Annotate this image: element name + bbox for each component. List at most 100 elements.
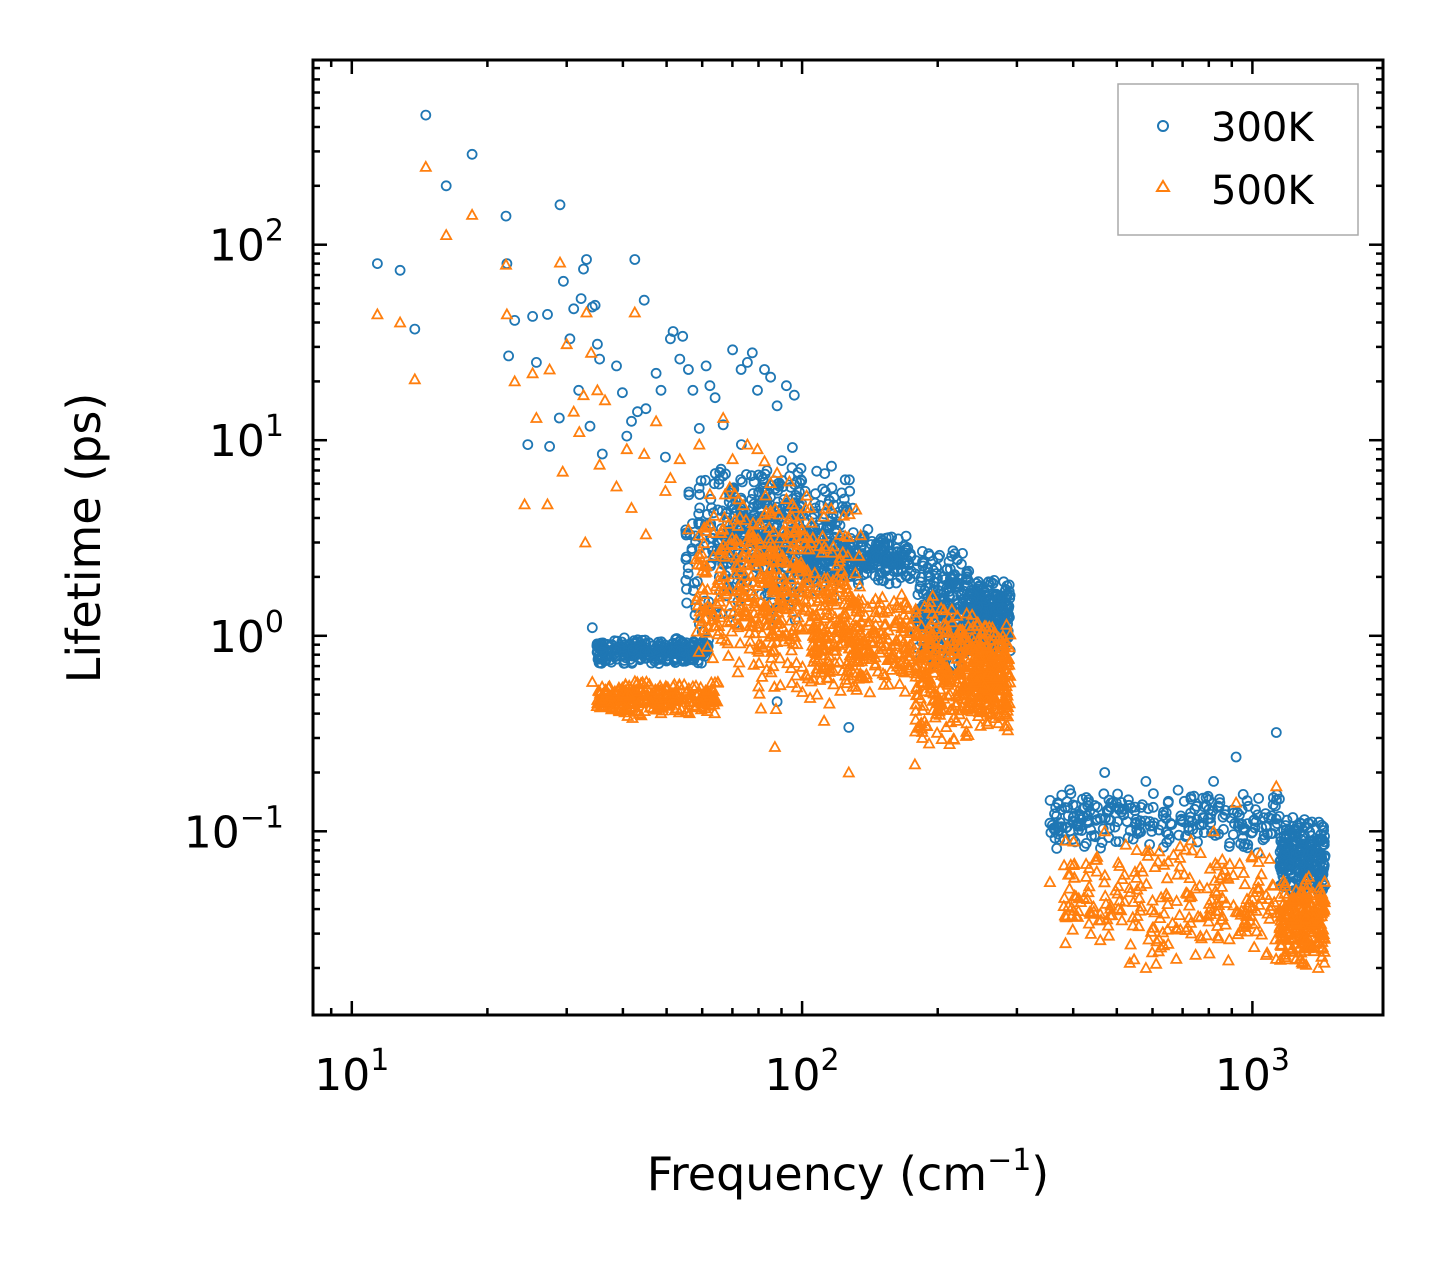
- data-point: [1204, 907, 1218, 919]
- data-point: [731, 665, 745, 678]
- data-point: [723, 547, 737, 560]
- data-point: [658, 484, 672, 496]
- data-point: [754, 606, 768, 619]
- data-point: [593, 457, 607, 470]
- data-point: [1279, 908, 1293, 921]
- data-point: [711, 675, 725, 688]
- data-point: [977, 657, 991, 670]
- data-point: [719, 577, 733, 590]
- data-point: [799, 501, 813, 514]
- data-point: [1165, 916, 1180, 928]
- data-point: [713, 473, 725, 485]
- data-point: [1082, 797, 1094, 808]
- data-point: [706, 695, 720, 707]
- data-point: [902, 652, 916, 665]
- data-point: [690, 589, 705, 602]
- data-point: [772, 507, 786, 520]
- data-point: [609, 479, 624, 492]
- y-tick-label-exp: 0: [265, 605, 284, 640]
- data-point: [726, 590, 740, 603]
- data-point: [1212, 903, 1226, 916]
- data-point: [731, 617, 745, 630]
- data-point: [649, 655, 661, 667]
- data-point: [629, 254, 641, 265]
- data-point: [617, 387, 628, 399]
- data-point: [754, 701, 768, 714]
- data-point: [1188, 881, 1202, 894]
- data-point: [822, 665, 836, 677]
- data-point: [896, 617, 910, 629]
- data-point: [1185, 811, 1196, 823]
- data-point: [1311, 894, 1325, 907]
- data-point: [938, 669, 952, 682]
- data-point: [691, 557, 705, 570]
- data-point: [959, 725, 973, 737]
- data-point: [743, 634, 757, 647]
- data-point: [854, 528, 868, 541]
- data-point: [1082, 916, 1096, 929]
- data-point: [882, 553, 894, 565]
- data-point: [780, 526, 794, 538]
- data-point: [782, 474, 796, 487]
- data-point: [1058, 908, 1072, 921]
- data-point: [542, 308, 553, 320]
- data-point: [854, 614, 868, 627]
- data-point: [765, 545, 779, 557]
- data-point: [809, 554, 821, 565]
- data-point: [1079, 870, 1093, 882]
- data-point: [1299, 872, 1313, 885]
- axis-ticks: [313, 60, 1383, 1015]
- data-point: [670, 657, 681, 668]
- data-point: [762, 543, 776, 556]
- data-point: [870, 610, 884, 623]
- data-point: [648, 682, 662, 695]
- data-point: [910, 555, 922, 567]
- data-point: [624, 501, 639, 513]
- data-point: [764, 651, 778, 663]
- data-point: [1080, 892, 1094, 904]
- data-point: [1248, 815, 1259, 826]
- data-point: [980, 614, 991, 626]
- data-point: [585, 675, 599, 687]
- data-point: [1130, 817, 1142, 828]
- data-point: [951, 631, 965, 643]
- data-point: [673, 452, 687, 465]
- data-point: [693, 517, 704, 528]
- data-point: [628, 305, 642, 318]
- data-point: [886, 647, 901, 660]
- data-point: [694, 489, 705, 500]
- data-point: [833, 528, 847, 540]
- data-point: [919, 678, 933, 691]
- data-point: [830, 631, 844, 644]
- data-point: [1152, 844, 1166, 857]
- data-point: [858, 530, 870, 542]
- data-point: [662, 698, 677, 711]
- data-point: [729, 557, 743, 570]
- data-point: [732, 604, 746, 616]
- data-point: [1132, 891, 1146, 903]
- data-point: [992, 630, 1006, 643]
- data-point: [1210, 919, 1224, 931]
- data-point: [795, 685, 809, 697]
- data-point: [809, 665, 823, 678]
- data-point: [888, 656, 902, 669]
- data-point: [817, 611, 832, 624]
- data-point: [740, 437, 754, 450]
- data-point: [1144, 839, 1155, 850]
- data-point: [1250, 882, 1265, 894]
- data-point: [1074, 895, 1088, 907]
- data-point: [759, 364, 770, 375]
- data-point: [941, 689, 955, 701]
- data-point: [1305, 867, 1316, 879]
- data-point: [991, 590, 1002, 602]
- data-point: [871, 664, 885, 677]
- data-point: [803, 691, 817, 703]
- data-point: [637, 704, 652, 716]
- data-point: [805, 515, 819, 528]
- data-point: [681, 690, 695, 703]
- data-point: [853, 625, 868, 638]
- data-point: [1183, 871, 1197, 883]
- data-point: [830, 558, 844, 571]
- x-axis-label-sup: −1: [987, 1143, 1031, 1178]
- data-point: [540, 497, 555, 510]
